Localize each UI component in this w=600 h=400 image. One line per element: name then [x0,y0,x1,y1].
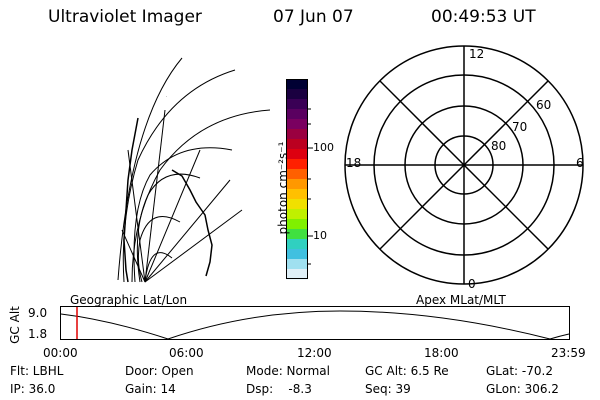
colorbar-band [286,199,308,210]
timeline-axis-label: GC Alt [8,306,22,344]
glat-info: GLat: -70.2 [486,364,553,378]
time-label: 00:49:53 UT [431,7,536,27]
geographic-caption: Geographic Lat/Lon [70,293,188,307]
colorbar-band [286,149,308,160]
instrument-title: Ultraviolet Imager [48,7,202,27]
colorbar-tick-100: 100 [313,141,334,154]
colorbar-band [286,229,308,240]
timeline-tick-1: 06:00 [169,346,204,360]
colorbar-tick-10: 10 [313,229,327,242]
colorbar-band [286,219,308,230]
colorbar-band [286,249,308,260]
seq-info: Seq: 39 [365,382,411,396]
mlt-label-6: 6 [576,156,584,170]
mlt-label-18: 18 [346,156,362,170]
colorbar-unit-label: photon cm⁻²s⁻¹ [276,141,290,235]
colorbar [286,79,308,280]
timeline-tick-0: 00:00 [43,346,78,360]
ip-info: IP: 36.0 [10,382,56,396]
colorbar-band [286,189,308,200]
colorbar-band [286,209,308,220]
colorbar-band [286,109,308,120]
timeline-tick-3: 18:00 [424,346,459,360]
gc-alt-info: GC Alt: 6.5 Re [365,364,449,378]
colorbar-frame [286,79,308,279]
svg-text:.: . [166,93,167,98]
timeline-tick-4: 23:59 [551,346,586,360]
colorbar-band [286,269,308,280]
timeline-y-top: 9.0 [28,306,48,320]
mlat-label-60: 60 [536,98,552,112]
mlt-label-12: 12 [469,47,485,61]
colorbar-band [286,129,308,140]
mlat-label-80: 80 [491,139,507,153]
colorbar-band [286,159,308,170]
filter-info: Flt: LBHL [10,364,64,378]
gain-info: Gain: 14 [125,382,176,396]
colorbar-band [286,99,308,110]
timeline-tick-2: 12:00 [297,346,332,360]
apex-caption: Apex MLat/MLT [416,293,506,307]
timeline-y-bottom: 1.8 [28,327,48,341]
date-label: 07 Jun 07 [273,7,354,27]
colorbar-ticks [308,108,313,265]
timeline-plot [60,306,570,340]
dsp-info: Dsp: -8.3 [246,382,312,396]
glon-info: GLon: 306.2 [486,382,559,396]
colorbar-band [286,119,308,130]
colorbar-band [286,259,308,270]
mode-info: Mode: Normal [246,364,330,378]
colorbar-band [286,139,308,150]
colorbar-band [286,179,308,190]
mlt-label-0: 0 [468,277,476,291]
door-info: Door: Open [125,364,194,378]
mlat-label-70: 70 [512,120,528,134]
colorbar-band [286,89,308,100]
colorbar-band [286,239,308,250]
colorbar-band [286,79,308,90]
colorbar-band [286,169,308,180]
